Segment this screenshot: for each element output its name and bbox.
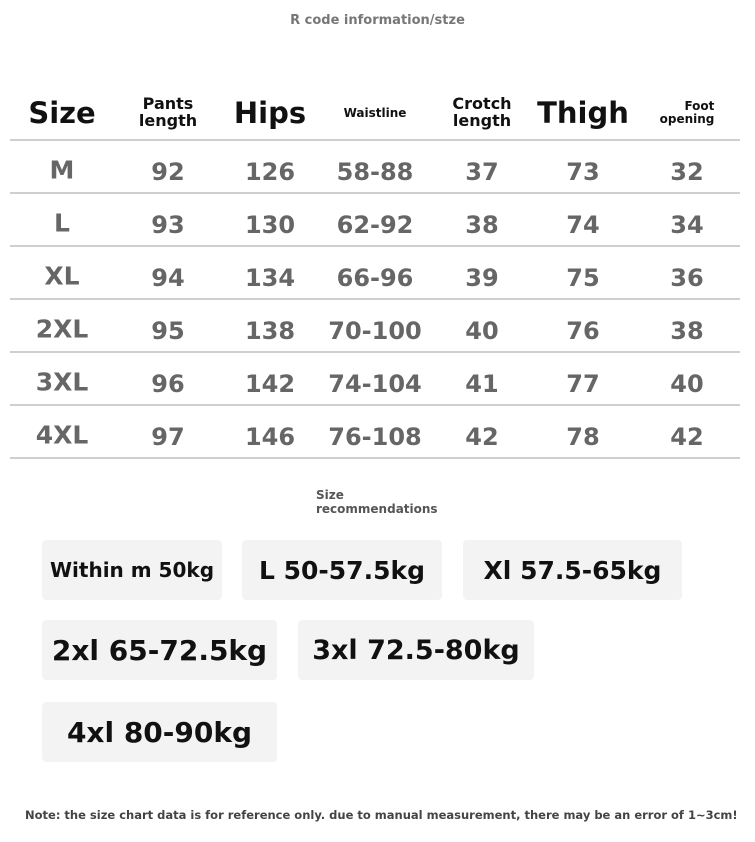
disclaimer-note: Note: the size chart data is for referen… — [25, 808, 738, 822]
row-divider — [10, 192, 740, 194]
row-divider — [10, 404, 740, 406]
column-header: Size — [28, 95, 96, 130]
table-cell: 62-92 — [336, 211, 414, 239]
table-cell: 130 — [244, 211, 296, 239]
table-cell: 138 — [244, 317, 296, 345]
table-cell: 146 — [244, 423, 296, 451]
table-cell: 66-96 — [336, 264, 414, 292]
size-label: 3XL — [35, 367, 89, 397]
table-cell: 95 — [151, 317, 185, 345]
weight-recommendation: Within m 50kg — [42, 540, 222, 600]
chart-title: R code information/stze — [290, 13, 465, 28]
row-divider — [10, 351, 740, 353]
table-cell: 78 — [566, 423, 600, 451]
weight-recommendation: Xl 57.5-65kg — [463, 540, 682, 600]
column-header: Waistline — [343, 105, 407, 120]
table-cell: 134 — [244, 264, 296, 292]
table-cell: 37 — [465, 158, 499, 186]
row-divider — [10, 457, 740, 459]
table-cell: 96 — [151, 370, 185, 398]
table-cell: 42 — [465, 423, 499, 451]
table-cell: 76-108 — [328, 423, 422, 451]
table-cell: 97 — [151, 423, 185, 451]
row-divider — [10, 298, 740, 300]
table-cell: 73 — [566, 158, 600, 186]
column-header: Pants length — [138, 94, 198, 130]
size-label: 4XL — [35, 420, 89, 450]
column-header: Foot opening — [659, 99, 715, 126]
table-cell: 77 — [566, 370, 600, 398]
table-cell: 94 — [151, 264, 185, 292]
table-cell: 42 — [670, 423, 704, 451]
table-cell: 75 — [566, 264, 600, 292]
table-cell: 74-104 — [328, 370, 422, 398]
weight-recommendation: 3xl 72.5-80kg — [298, 620, 534, 680]
column-header: Crotch length — [452, 94, 512, 130]
table-cell: 58-88 — [336, 158, 414, 186]
table-cell: 74 — [566, 211, 600, 239]
table-cell: 41 — [465, 370, 499, 398]
row-divider — [10, 139, 740, 141]
table-cell: 40 — [670, 370, 704, 398]
table-cell: 39 — [465, 264, 499, 292]
size-label: L — [54, 208, 70, 238]
table-cell: 38 — [670, 317, 704, 345]
table-cell: 142 — [244, 370, 296, 398]
table-cell: 70-100 — [328, 317, 422, 345]
table-cell: 126 — [244, 158, 296, 186]
weight-recommendation: 2xl 65-72.5kg — [42, 620, 277, 680]
column-header: Hips — [233, 95, 307, 130]
weight-recommendation: L 50-57.5kg — [242, 540, 442, 600]
table-cell: 38 — [465, 211, 499, 239]
recommendations-title-line: Size — [316, 488, 344, 502]
recommendations-title-line: recommendations — [316, 501, 438, 516]
size-label: 2XL — [35, 314, 89, 344]
column-header: Thigh — [537, 95, 629, 130]
table-cell: 40 — [465, 317, 499, 345]
table-cell: 76 — [566, 317, 600, 345]
size-label: M — [49, 155, 75, 185]
row-divider — [10, 245, 740, 247]
table-cell: 36 — [670, 264, 704, 292]
table-cell: 92 — [151, 158, 185, 186]
size-label: XL — [44, 261, 80, 291]
weight-recommendation: 4xl 80-90kg — [42, 702, 277, 762]
recommendations-title: Size recommendations — [316, 488, 438, 517]
table-cell: 34 — [670, 211, 704, 239]
table-cell: 32 — [670, 158, 704, 186]
table-cell: 93 — [151, 211, 185, 239]
